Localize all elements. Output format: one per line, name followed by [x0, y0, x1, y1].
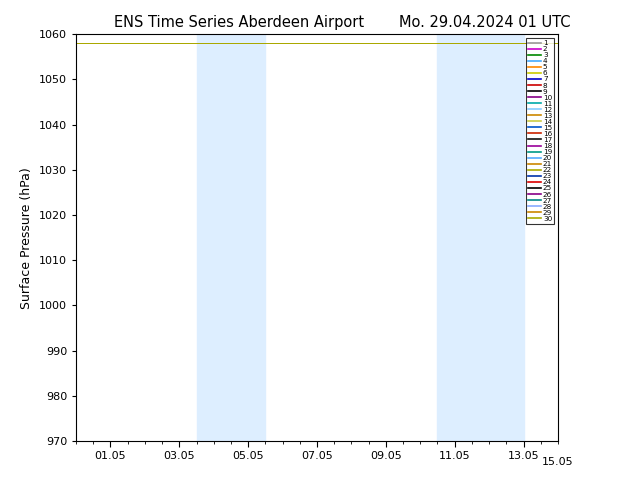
Legend: 1, 2, 3, 4, 5, 6, 7, 8, 9, 10, 11, 12, 13, 14, 15, 16, 17, 18, 19, 20, 21, 22, 2: 1, 2, 3, 4, 5, 6, 7, 8, 9, 10, 11, 12, 1…: [526, 38, 554, 224]
Text: Mo. 29.04.2024 01 UTC: Mo. 29.04.2024 01 UTC: [399, 15, 571, 30]
Bar: [197, 34, 266, 441]
Text: 15.05: 15.05: [542, 457, 574, 467]
Text: ENS Time Series Aberdeen Airport: ENS Time Series Aberdeen Airport: [114, 15, 365, 30]
Y-axis label: Surface Pressure (hPa): Surface Pressure (hPa): [20, 167, 34, 309]
Bar: [437, 34, 524, 441]
